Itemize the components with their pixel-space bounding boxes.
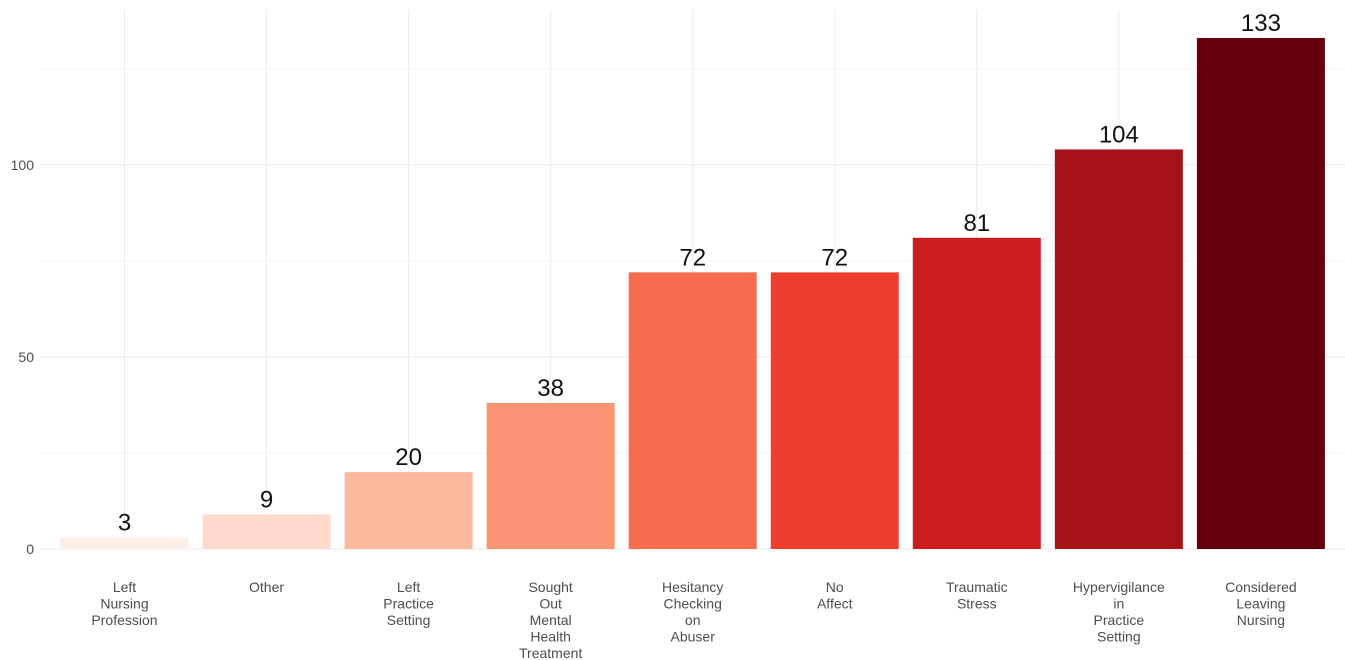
bar-value-label: 104 xyxy=(1099,121,1139,148)
x-tick-label: Left Practice Setting xyxy=(383,579,434,628)
y-tick-label: 0 xyxy=(26,541,34,557)
bar-value-label: 81 xyxy=(963,210,990,237)
x-axis-tick-labels: Left Nursing Profession Other Left Practice Se… xyxy=(91,579,1296,660)
x-tick-label: No Affect xyxy=(817,579,853,612)
bar xyxy=(1196,38,1325,549)
bar xyxy=(912,237,1041,549)
bars xyxy=(60,38,1325,549)
y-tick-label: 50 xyxy=(18,349,34,365)
bar-value-label: 38 xyxy=(537,375,564,402)
bar-value-label: 3 xyxy=(118,509,131,536)
x-tick-label: Left Nursing Profession xyxy=(91,579,157,628)
data-labels: 3 9 20 38 72 72 81 104 133 xyxy=(118,10,1281,536)
bar-value-label: 20 xyxy=(395,444,422,471)
y-tick-label: 100 xyxy=(11,157,35,173)
bar xyxy=(344,472,473,549)
bar-value-label: 72 xyxy=(821,244,848,271)
bar xyxy=(202,514,331,549)
x-tick-label: Considered Leaving Nursing xyxy=(1225,579,1297,628)
bar-value-label: 133 xyxy=(1241,10,1281,37)
bar-value-label: 72 xyxy=(679,244,706,271)
bar-value-label: 9 xyxy=(260,486,273,513)
x-tick-label: Sought Out Mental Health Treatment xyxy=(519,579,582,660)
x-tick-label: Traumatic Stress xyxy=(946,579,1008,612)
y-axis-tick-labels: 0 50 100 xyxy=(11,157,35,557)
bar xyxy=(486,403,615,549)
x-tick-label: Hesitancy Checking on Abuser xyxy=(662,579,723,645)
bar xyxy=(60,537,189,549)
bar xyxy=(770,272,899,549)
x-tick-label: Other xyxy=(249,579,284,595)
x-tick-label: Hypervigilance in Practice Setting xyxy=(1073,579,1165,645)
bar xyxy=(1054,149,1183,549)
bar xyxy=(628,272,757,549)
